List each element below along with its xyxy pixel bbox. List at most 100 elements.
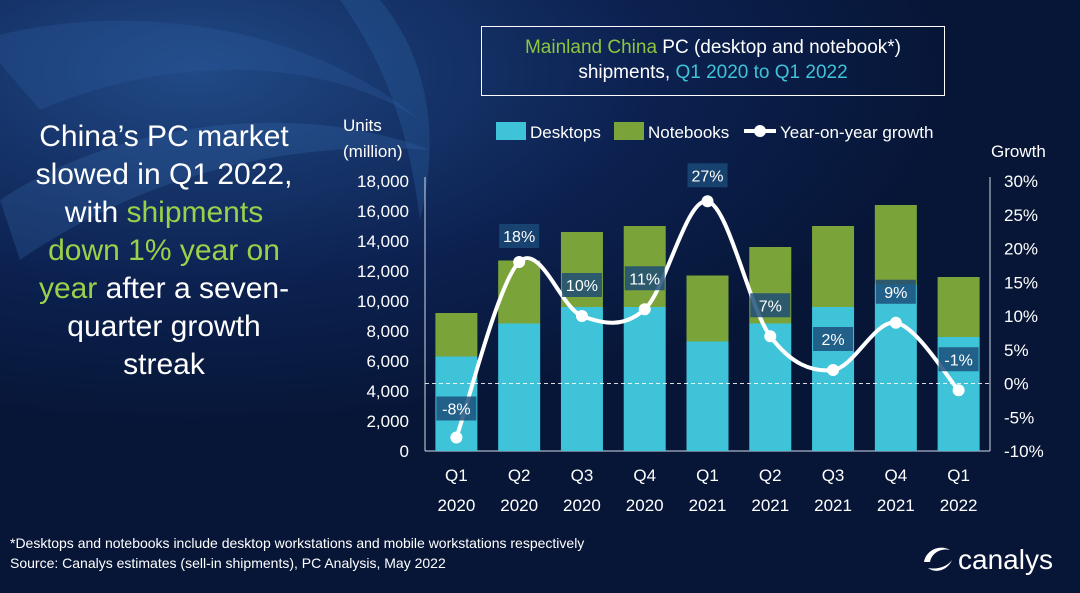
x-tick-label-quarter: Q1 bbox=[947, 466, 970, 485]
growth-label: 11% bbox=[629, 271, 660, 288]
footnote-definition: *Desktops and notebooks include desktop … bbox=[10, 535, 585, 551]
x-tick-label-year: 2021 bbox=[689, 496, 727, 515]
title-text: PC (desktop and notebook*) bbox=[657, 37, 902, 58]
legend-label-desktops: Desktops bbox=[530, 123, 601, 142]
growth-label: 27% bbox=[691, 168, 723, 185]
bar-desktops bbox=[498, 323, 541, 451]
growth-label: 10% bbox=[566, 278, 598, 295]
y-axis-title-left: (million) bbox=[343, 142, 403, 161]
growth-label-bg bbox=[561, 273, 602, 297]
bar-notebooks bbox=[498, 260, 541, 324]
y-tick-label-left: 4,000 bbox=[366, 382, 409, 401]
growth-label: -1% bbox=[944, 352, 972, 369]
growth-label-bg bbox=[813, 327, 854, 351]
y-tick-label-right: 15% bbox=[1004, 273, 1038, 292]
headline-line: quarter growth bbox=[67, 310, 261, 343]
headline-line: after a seven- bbox=[97, 272, 290, 305]
y-tick-label-left: 6,000 bbox=[366, 352, 409, 371]
y-axis-title-right: Growth bbox=[991, 142, 1046, 161]
x-tick-label-quarter: Q2 bbox=[759, 466, 782, 485]
headline: China’s PC market slowed in Q1 2022, wit… bbox=[14, 118, 314, 384]
y-tick-label-right: 10% bbox=[1004, 307, 1038, 326]
x-tick-label-quarter: Q2 bbox=[508, 466, 531, 485]
x-tick-label-year: 2020 bbox=[563, 496, 601, 515]
growth-label: 9% bbox=[884, 285, 907, 302]
growth-label-bg bbox=[436, 396, 477, 421]
x-tick-label-year: 2021 bbox=[877, 496, 915, 515]
bar-notebooks bbox=[874, 205, 917, 285]
growth-label-bg bbox=[624, 266, 665, 291]
bar-desktops bbox=[686, 341, 729, 451]
y-tick-label-right: 30% bbox=[1004, 172, 1038, 191]
y-tick-label-right: 5% bbox=[1004, 341, 1029, 360]
title-region: Mainland China bbox=[524, 37, 658, 58]
canalys-logo-icon bbox=[924, 547, 952, 571]
growth-label: 7% bbox=[759, 298, 782, 315]
growth-label: 18% bbox=[503, 229, 535, 246]
canalys-logo-text: canalys bbox=[958, 544, 1053, 575]
growth-label-bg bbox=[750, 293, 791, 318]
y-tick-label-left: 10,000 bbox=[357, 292, 409, 311]
x-tick-label-year: 2020 bbox=[437, 496, 475, 515]
bar-notebooks bbox=[435, 313, 478, 357]
headline-highlight: year bbox=[38, 272, 98, 305]
x-tick-label-quarter: Q3 bbox=[822, 466, 845, 485]
headline-highlight: shipments bbox=[126, 196, 264, 229]
headline-line: with bbox=[64, 196, 127, 229]
footnote: *Desktops and notebooks include desktop … bbox=[10, 533, 584, 573]
x-tick-label-quarter: Q4 bbox=[633, 466, 656, 485]
y-tick-label-left: 8,000 bbox=[366, 322, 409, 341]
growth-point bbox=[889, 316, 902, 329]
x-tick-label-year: 2020 bbox=[500, 496, 538, 515]
x-tick-label-quarter: Q3 bbox=[571, 466, 594, 485]
legend-swatch-desktops bbox=[496, 122, 526, 140]
bar-desktops bbox=[749, 323, 792, 451]
growth-label-bg bbox=[938, 347, 979, 372]
y-tick-label-right: 25% bbox=[1004, 206, 1038, 225]
growth-point bbox=[638, 303, 651, 316]
bar-notebooks bbox=[937, 277, 980, 337]
growth-label: -8% bbox=[442, 402, 470, 419]
growth-point bbox=[701, 195, 714, 208]
x-tick-label-year: 2021 bbox=[751, 496, 789, 515]
y-tick-label-right: -10% bbox=[1004, 442, 1044, 461]
growth-point bbox=[827, 364, 840, 376]
bar-notebooks bbox=[812, 226, 855, 307]
bar-desktops bbox=[623, 307, 666, 451]
growth-point bbox=[575, 310, 588, 322]
headline-highlight: down 1% year on bbox=[48, 234, 280, 267]
headline-line: China’s PC market bbox=[39, 120, 289, 153]
growth-label: 2% bbox=[821, 332, 844, 349]
bar-desktops bbox=[874, 284, 917, 451]
y-axis-title-left: Units bbox=[343, 116, 382, 135]
headline-line: slowed in Q1 2022, bbox=[35, 158, 293, 191]
growth-label-bg bbox=[687, 163, 728, 188]
growth-point bbox=[450, 431, 463, 444]
growth-point bbox=[952, 384, 965, 397]
y-tick-label-left: 18,000 bbox=[357, 172, 409, 191]
footnote-source: Source: Canalys estimates (sell-in shipm… bbox=[10, 555, 446, 571]
y-tick-label-right: -5% bbox=[1004, 408, 1034, 427]
x-tick-label-quarter: Q1 bbox=[445, 466, 468, 485]
x-tick-label-quarter: Q1 bbox=[696, 466, 719, 485]
y-tick-label-right: 20% bbox=[1004, 240, 1038, 259]
y-tick-label-left: 0 bbox=[400, 442, 409, 461]
y-tick-label-left: 14,000 bbox=[357, 232, 409, 251]
bar-notebooks bbox=[686, 275, 729, 342]
chart-title-box: Mainland China PC (desktop and notebook*… bbox=[481, 26, 945, 96]
growth-label-bg bbox=[875, 279, 916, 304]
title-text: shipments, bbox=[578, 62, 676, 83]
growth-point bbox=[764, 330, 777, 343]
legend-swatch-notebooks bbox=[614, 122, 644, 140]
y-tick-label-left: 2,000 bbox=[366, 412, 409, 431]
x-tick-label-quarter: Q4 bbox=[884, 466, 907, 485]
x-tick-label-year: 2021 bbox=[814, 496, 852, 515]
headline-line: streak bbox=[123, 348, 205, 381]
growth-point bbox=[513, 256, 526, 268]
x-tick-label-year: 2020 bbox=[626, 496, 664, 515]
canalys-logo: canalys bbox=[920, 540, 1070, 580]
y-tick-label-left: 12,000 bbox=[357, 262, 409, 281]
y-tick-label-left: 16,000 bbox=[357, 202, 409, 221]
bar-desktops bbox=[560, 307, 603, 451]
